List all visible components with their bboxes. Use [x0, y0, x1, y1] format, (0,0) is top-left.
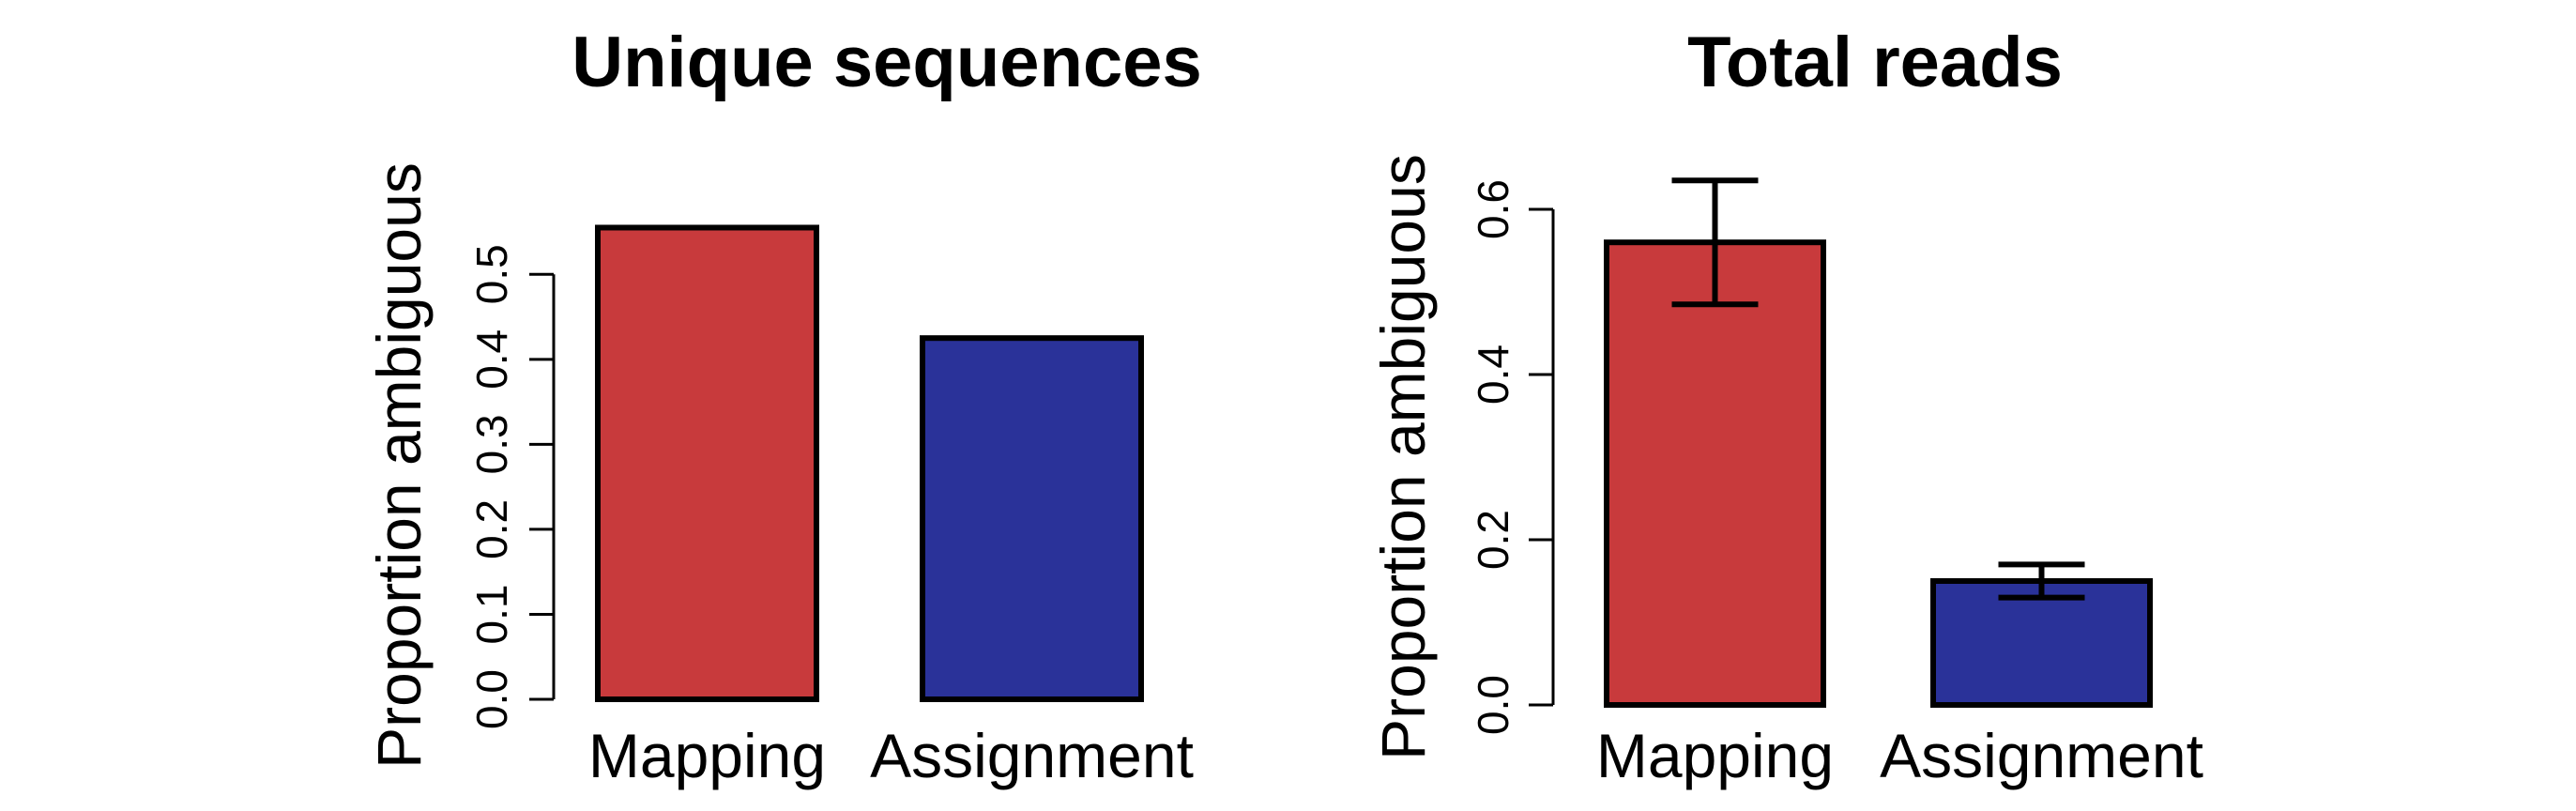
bar-mapping [1604, 239, 1826, 708]
y-tick-label: 0.2 [1469, 510, 1517, 570]
y-tick-label: 0.3 [467, 414, 516, 474]
y-axis-label: Proportion ambiguous [364, 162, 434, 769]
y-tick-label: 0.4 [1469, 344, 1517, 405]
x-category-label: Mapping [588, 721, 826, 790]
y-tick-label: 0.0 [467, 669, 516, 729]
bar-mapping [595, 224, 819, 703]
y-tick-label: 0.6 [1469, 179, 1517, 239]
bar-assignment [1930, 578, 2153, 708]
chart-panel-2: Total reads Proportion ambiguous 0.0 0.2 0.4… [1368, 23, 2203, 790]
y-tick-label: 0.2 [467, 499, 516, 559]
bar-assignment [920, 335, 1144, 702]
x-category-label: Assignment [1880, 721, 2203, 790]
y-tick-label: 0.5 [467, 244, 516, 304]
y-tick-label: 0.1 [467, 584, 516, 644]
x-category-label: Mapping [1596, 721, 1834, 790]
chart-panel-1: Unique sequences Proportion ambiguous 0.0 0… [364, 23, 1202, 790]
chart-title: Unique sequences [572, 23, 1202, 102]
y-tick-label: 0.4 [467, 329, 516, 390]
x-category-label: Assignment [870, 721, 1194, 790]
y-tick-label: 0.0 [1469, 675, 1517, 735]
chart-title: Total reads [1687, 23, 2063, 102]
y-axis-label: Proportion ambiguous [1368, 154, 1438, 760]
